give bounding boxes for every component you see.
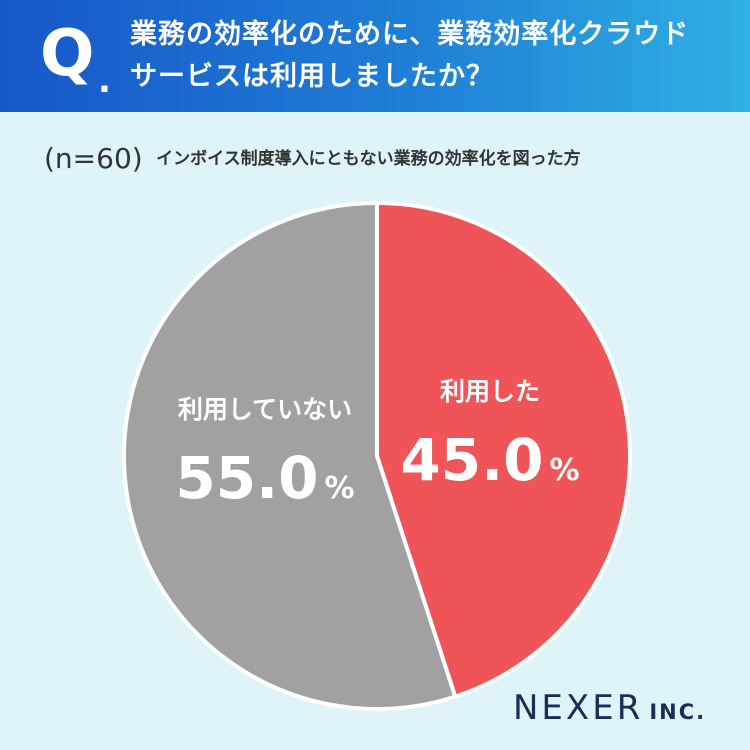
logo-suffix: INC. [649,700,707,724]
logo-name: NEXER [513,688,644,728]
slice-label: 利用していない [178,395,352,424]
sample-size: (n=60) [44,142,143,175]
question-header: Q . 業務の効率化のために、業務効率化クラウド サービスは利用しましたか？ [0,0,750,112]
slice-label: 利用した [440,377,540,406]
q-mark: Q [40,17,95,91]
sample-note: (n=60) インボイス制度導入にともない業務の効率化を図った方 [44,142,724,176]
pie-slice-used [375,201,632,699]
pie-slice-not-used [121,201,458,711]
question-line-1: 業務の効率化のために、業務効率化クラウド [130,19,690,50]
sample-description: インボイス制度導入にともない業務の効率化を図った方 [156,149,581,169]
q-dot: . [98,61,111,101]
slice-value: 45.0% [400,426,579,494]
question-line-2: サービスは利用しましたか？ [130,61,494,92]
slice-value: 55.0% [175,444,354,512]
question-text: 業務の効率化のために、業務効率化クラウド サービスは利用しましたか？ [130,14,730,98]
nexer-logo: NEXER INC. [513,688,706,728]
